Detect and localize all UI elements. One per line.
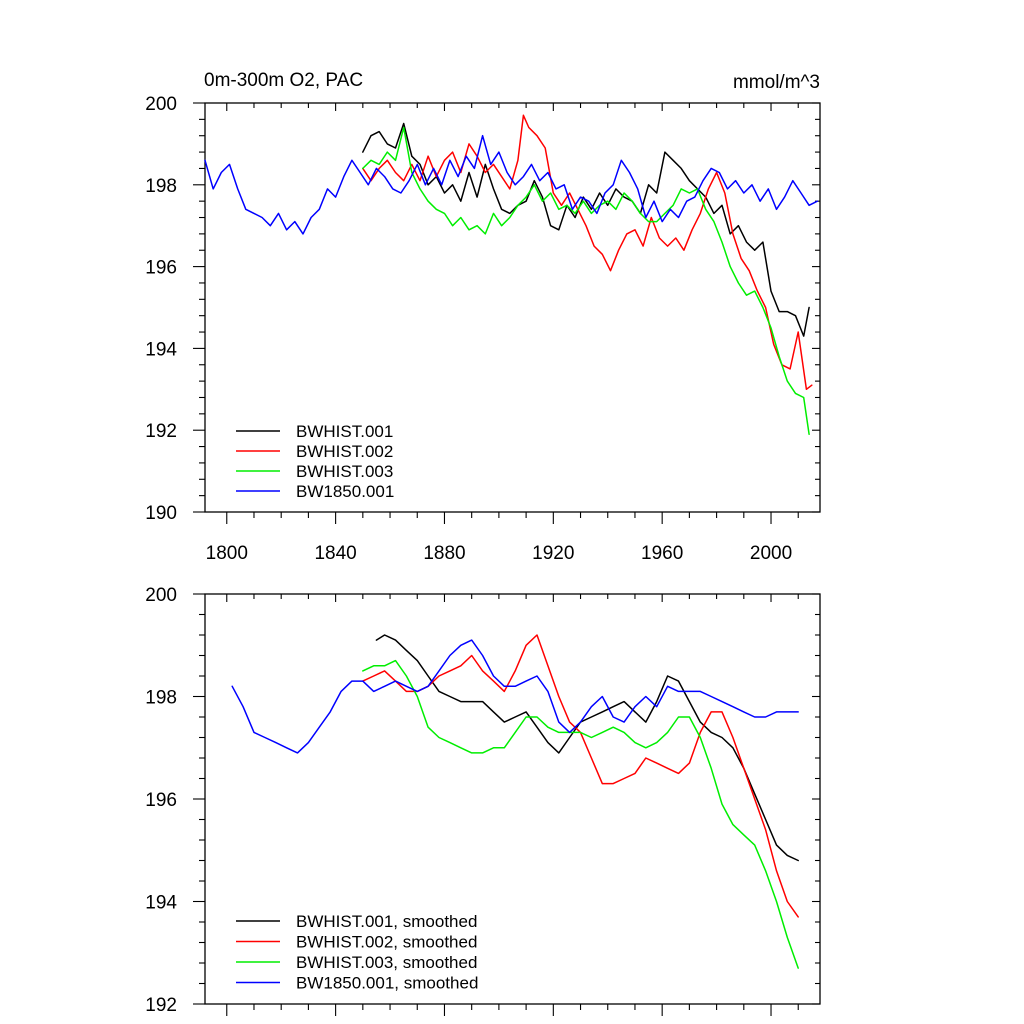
x-tick-label: 2000 bbox=[750, 543, 792, 564]
legend-label: BWHIST.002, smoothed bbox=[296, 933, 477, 952]
y-tick-label: 196 bbox=[145, 790, 177, 811]
x-tick-label: 1840 bbox=[314, 543, 356, 564]
y-tick-label: 198 bbox=[145, 176, 177, 197]
tick-labels: 1800 1840 1880 1920 1960 2000 190 192 194 196 198 2… bbox=[145, 94, 792, 564]
series-line-1 bbox=[362, 122, 810, 337]
y-tick-label: 200 bbox=[145, 585, 177, 606]
legend-label: BWHIST.001 bbox=[296, 422, 393, 441]
y-tick-label: 198 bbox=[145, 688, 177, 709]
legend-label: BW1850.001, smoothed bbox=[296, 974, 478, 993]
series-line-1 bbox=[375, 634, 799, 862]
series-line-3 bbox=[362, 659, 799, 969]
legend-label: BWHIST.003, smoothed bbox=[296, 953, 477, 972]
x-tick-label: 1960 bbox=[641, 543, 683, 564]
top-panel: 0m-300m O2, PAC mmol/m^3 1800 1840 1880 192… bbox=[145, 70, 821, 564]
legend-label: BWHIST.003 bbox=[296, 462, 393, 481]
series-line-4 bbox=[204, 134, 819, 235]
series-lines bbox=[204, 114, 819, 436]
y-tick-label: 196 bbox=[145, 258, 177, 279]
series-line-4 bbox=[231, 639, 799, 754]
y-tick-label: 194 bbox=[145, 339, 177, 360]
legend-label: BW1850.001 bbox=[296, 482, 394, 501]
chart-units: mmol/m^3 bbox=[733, 72, 820, 93]
series-lines bbox=[231, 634, 799, 969]
y-tick-label: 194 bbox=[145, 893, 177, 914]
legend-label: BWHIST.002 bbox=[296, 442, 393, 461]
y-tick-label: 200 bbox=[145, 94, 177, 115]
series-line-3 bbox=[362, 126, 810, 436]
y-tick-label: 192 bbox=[145, 421, 177, 442]
legend: BWHIST.001, smoothed BWHIST.002, smoothed… bbox=[236, 912, 478, 993]
axis-ticks bbox=[193, 102, 820, 524]
plot-frame bbox=[204, 102, 821, 513]
chart-title: 0m-300m O2, PAC bbox=[204, 70, 363, 91]
x-tick-label: 1800 bbox=[206, 543, 248, 564]
axis-ticks bbox=[193, 593, 820, 1016]
x-tick-label: 1920 bbox=[532, 543, 574, 564]
series-line-2 bbox=[362, 114, 813, 391]
y-tick-label: 190 bbox=[145, 503, 177, 524]
legend-label: BWHIST.001, smoothed bbox=[296, 912, 477, 931]
tick-labels: 192 194 196 198 200 bbox=[145, 585, 177, 1016]
x-tick-label: 1880 bbox=[423, 543, 465, 564]
y-tick-label: 192 bbox=[145, 995, 177, 1016]
